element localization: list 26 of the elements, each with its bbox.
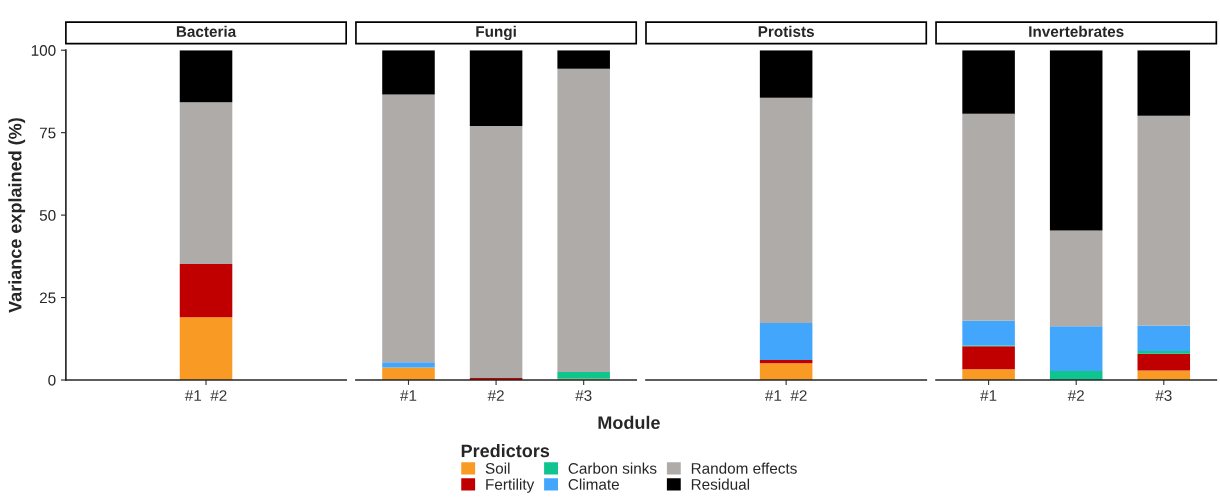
x-tick-label: #1 xyxy=(400,390,417,401)
y-tick-label: 25 xyxy=(39,292,56,304)
x-tick-label: #2 xyxy=(487,390,504,401)
x-tick-label: #1 xyxy=(980,390,997,401)
legend-label: Climate xyxy=(568,478,619,490)
legend-title: Predictors xyxy=(461,444,550,458)
x-tick-label: #2 xyxy=(1067,390,1084,401)
y-tick-label: 100 xyxy=(31,45,56,56)
chart-title: Protists xyxy=(758,25,814,37)
legend-label: Fertility xyxy=(486,478,535,493)
x-tick-label: #1 #2 xyxy=(184,390,227,401)
chart-title: Fungi xyxy=(476,25,516,41)
y-axis-title: Variance explained (%) xyxy=(8,118,26,313)
legend-label: Soil xyxy=(485,462,510,474)
y-tick-label: 75 xyxy=(39,127,56,139)
legend-label: Residual xyxy=(691,478,750,490)
y-tick-label: 50 xyxy=(39,209,56,221)
x-tick-label: #3 xyxy=(1155,390,1172,401)
x-tick-label: #3 xyxy=(575,390,592,401)
legend-label: Random effects xyxy=(691,462,797,474)
x-axis-title: Module xyxy=(598,415,660,430)
y-tick-label: 0 xyxy=(48,374,56,386)
chart-title: Invertebrates xyxy=(1029,25,1124,37)
x-tick-label: #1 #2 xyxy=(764,390,807,401)
chart-title: Bacteria xyxy=(176,25,237,37)
legend-label: Carbon sinks xyxy=(568,462,657,474)
